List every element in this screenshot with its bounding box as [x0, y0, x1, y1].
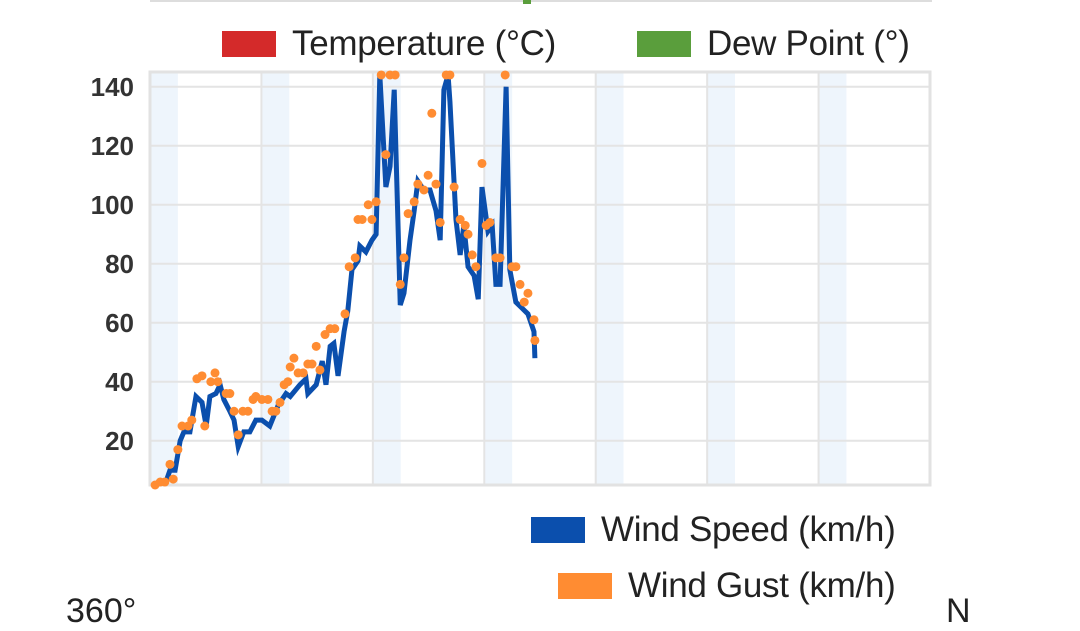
wind-gust-point — [371, 197, 381, 207]
legend-wind-speed[interactable]: Wind Speed (km/h) — [531, 510, 896, 550]
wind-gust-point — [285, 362, 295, 372]
wind-gust-point — [511, 262, 521, 272]
wind-gust-point — [467, 250, 477, 260]
y-tick-label: 120 — [91, 131, 134, 161]
wind-gust-point — [376, 70, 386, 80]
temperature-swatch — [222, 31, 276, 57]
legend-dew-point[interactable]: Dew Point (°) — [637, 24, 910, 64]
wind-gust-point — [225, 389, 235, 399]
shaded-band — [818, 72, 847, 485]
wind-gust-point — [463, 229, 473, 239]
wind-gust-point — [529, 315, 539, 325]
wind-gust-point — [515, 279, 525, 289]
wind-gust-point — [350, 253, 360, 263]
wind-gust-point — [419, 185, 429, 195]
wind-gust-point — [200, 421, 210, 431]
wind-gust-point — [495, 253, 505, 263]
wind-gust-point — [315, 365, 325, 375]
previous-chart-border — [150, 0, 932, 2]
wind-gust-point — [460, 220, 470, 230]
legend-wind-speed-label: Wind Speed (km/h) — [601, 510, 896, 549]
wind-gust-point — [243, 406, 253, 416]
wind-gust-point — [471, 262, 481, 272]
wind-gust-point — [271, 406, 281, 416]
wind-gust-point — [197, 371, 207, 381]
wind-gust-point — [173, 445, 183, 455]
wind-gust-point — [367, 215, 377, 224]
dew-point-swatch — [637, 31, 691, 57]
next-chart-axis-label: 360° — [66, 592, 137, 630]
legend-temperature-label: Temperature (°C) — [292, 24, 556, 63]
wind-gust-point — [210, 368, 220, 378]
wind-gust-point — [519, 297, 529, 307]
wind-gust-point — [168, 474, 178, 484]
y-tick-label: 40 — [105, 367, 134, 397]
wind-gust-point — [307, 359, 317, 369]
legend-wind-gust[interactable]: Wind Gust (km/h) — [558, 566, 896, 606]
wind-gust-point — [477, 158, 487, 168]
wind-gust-point — [423, 170, 433, 180]
wind-gust-point — [403, 209, 413, 219]
wind-gust-point — [455, 215, 465, 224]
wind-gust-point — [485, 217, 495, 227]
wind-gust-point — [330, 324, 340, 334]
wind-gust-point — [263, 394, 273, 404]
shaded-band — [707, 72, 735, 485]
wind-gust-point — [344, 262, 354, 272]
wind-gust-swatch — [558, 573, 612, 599]
wind-gust-point — [449, 182, 459, 192]
previous-chart-mark — [523, 0, 531, 4]
wind-gust-point — [298, 368, 308, 378]
wind-gust-point — [395, 279, 405, 289]
wind-gust-point — [445, 70, 455, 80]
y-tick-label: 140 — [91, 72, 134, 102]
wind-gust-point — [431, 179, 441, 189]
wind-gust-point — [523, 288, 533, 298]
legend-temperature[interactable]: Temperature (°C) — [222, 24, 556, 64]
wind-gust-point — [165, 459, 175, 469]
wind-gust-point — [275, 397, 285, 407]
legend-dew-point-label: Dew Point (°) — [707, 24, 910, 63]
wind-gust-point — [363, 200, 373, 210]
shaded-band — [595, 72, 624, 485]
wind-gust-point — [289, 353, 299, 363]
shaded-band — [150, 72, 178, 485]
next-chart-direction-label: N — [946, 592, 971, 630]
wind-speed-line — [155, 74, 538, 485]
wind-chart: 20 40 60 80 100 120 140 — [91, 70, 932, 490]
wind-gust-point — [409, 197, 419, 207]
wind-gust-point — [229, 406, 239, 416]
wind-gust-point — [233, 430, 243, 440]
wind-gust-point — [206, 377, 216, 387]
wind-gust-point — [390, 70, 400, 80]
y-tick-label: 20 — [105, 426, 134, 456]
wind-gust-point — [311, 341, 321, 351]
legend-wind-gust-label: Wind Gust (km/h) — [628, 566, 896, 605]
wind-gust-point — [530, 335, 540, 345]
wind-gust-point — [427, 108, 437, 118]
wind-gust-point — [320, 330, 330, 340]
wind-gust-point — [187, 415, 197, 425]
wind-speed-swatch — [531, 517, 585, 543]
wind-gust-point — [340, 309, 350, 319]
wind-gust-point — [413, 179, 423, 189]
wind-gust-point — [160, 477, 170, 487]
wind-gust-point — [283, 377, 293, 387]
wind-gust-point — [381, 150, 391, 160]
wind-gust-point — [357, 215, 367, 224]
y-tick-label: 80 — [105, 249, 134, 279]
wind-gust-point — [435, 217, 445, 227]
plot-frame — [148, 70, 932, 487]
y-tick-label: 60 — [105, 308, 134, 338]
y-tick-label: 100 — [91, 190, 134, 220]
wind-gust-point — [213, 377, 223, 387]
wind-gust-point — [500, 70, 510, 80]
wind-gust-point — [399, 253, 409, 263]
